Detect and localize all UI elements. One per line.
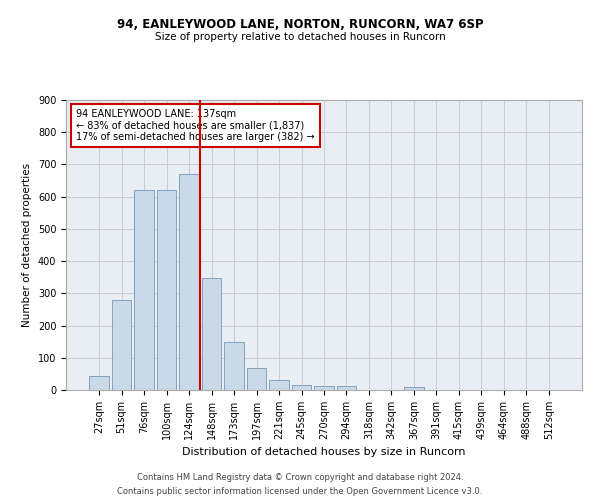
Bar (179, 174, 199, 390)
Bar (269, 380, 289, 390)
Bar (337, 386, 356, 390)
X-axis label: Distribution of detached houses by size in Runcorn: Distribution of detached houses by size … (182, 448, 466, 458)
Bar (157, 190, 176, 390)
Bar (314, 386, 334, 390)
Bar (89, 376, 109, 390)
Text: 94, EANLEYWOOD LANE, NORTON, RUNCORN, WA7 6SP: 94, EANLEYWOOD LANE, NORTON, RUNCORN, WA… (116, 18, 484, 30)
Y-axis label: Number of detached properties: Number of detached properties (22, 163, 32, 327)
Text: Contains public sector information licensed under the Open Government Licence v3: Contains public sector information licen… (118, 488, 482, 496)
Text: Contains HM Land Registry data © Crown copyright and database right 2024.: Contains HM Land Registry data © Crown c… (137, 472, 463, 482)
Bar (202, 278, 221, 390)
Text: Size of property relative to detached houses in Runcorn: Size of property relative to detached ho… (155, 32, 445, 42)
Bar (112, 300, 131, 390)
Text: 94 EANLEYWOOD LANE: 137sqm
← 83% of detached houses are smaller (1,837)
17% of s: 94 EANLEYWOOD LANE: 137sqm ← 83% of deta… (76, 108, 315, 142)
Bar (292, 385, 311, 390)
Bar (247, 368, 266, 390)
Bar (224, 342, 244, 390)
Bar (404, 387, 424, 390)
Bar (134, 190, 154, 390)
